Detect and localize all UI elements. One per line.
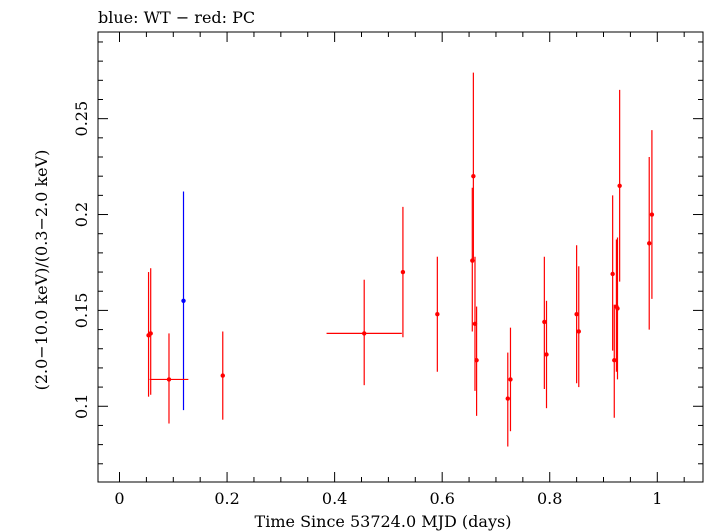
data-point bbox=[612, 358, 617, 363]
x-tick-label: 0.4 bbox=[322, 489, 347, 508]
data-point bbox=[400, 269, 406, 275]
data-point bbox=[610, 271, 615, 277]
data-point bbox=[647, 241, 652, 246]
x-axis-label: Time Since 53724.0 MJD (days) bbox=[255, 512, 512, 531]
series-pc bbox=[146, 72, 655, 447]
y-tick-label: 0.2 bbox=[72, 202, 91, 227]
data-point bbox=[181, 298, 186, 304]
y-axis-label: (2.0−10.0 keV)/(0.3−2.0 keV) bbox=[32, 150, 51, 391]
x-tick-label: 0.6 bbox=[429, 489, 454, 508]
axis-ticks bbox=[98, 32, 703, 482]
y-tick-label: 0.1 bbox=[72, 394, 91, 419]
data-point bbox=[474, 358, 479, 363]
y-tick-label: 0.15 bbox=[72, 293, 91, 329]
x-tick-label: 0.8 bbox=[537, 489, 562, 508]
data-point bbox=[166, 377, 172, 382]
data-point bbox=[617, 183, 622, 188]
data-point bbox=[505, 396, 510, 401]
data-point bbox=[148, 331, 153, 336]
data-point bbox=[574, 312, 579, 317]
y-tick-label: 0.25 bbox=[72, 101, 91, 137]
chart-title: blue: WT − red: PC bbox=[98, 8, 255, 27]
data-point bbox=[649, 212, 655, 217]
data-point bbox=[508, 377, 513, 382]
data-point bbox=[435, 312, 440, 317]
x-tick-label: 0.2 bbox=[214, 489, 239, 508]
x-tick-label: 0 bbox=[114, 489, 124, 508]
data-point bbox=[220, 373, 225, 378]
data-point bbox=[615, 306, 620, 311]
x-tick-label: 1 bbox=[652, 489, 662, 508]
x-tick-labels: 0 0.2 0.4 0.6 0.8 1 bbox=[114, 489, 662, 508]
series-layer bbox=[146, 72, 655, 447]
data-point bbox=[471, 173, 476, 179]
data-point bbox=[542, 319, 547, 325]
data-point bbox=[576, 329, 581, 334]
data-point bbox=[362, 331, 367, 336]
y-tick-labels: 0.1 0.15 0.2 0.25 bbox=[72, 101, 91, 419]
series-wt bbox=[181, 191, 186, 411]
data-point bbox=[544, 352, 549, 357]
plot-frame bbox=[97, 31, 704, 483]
